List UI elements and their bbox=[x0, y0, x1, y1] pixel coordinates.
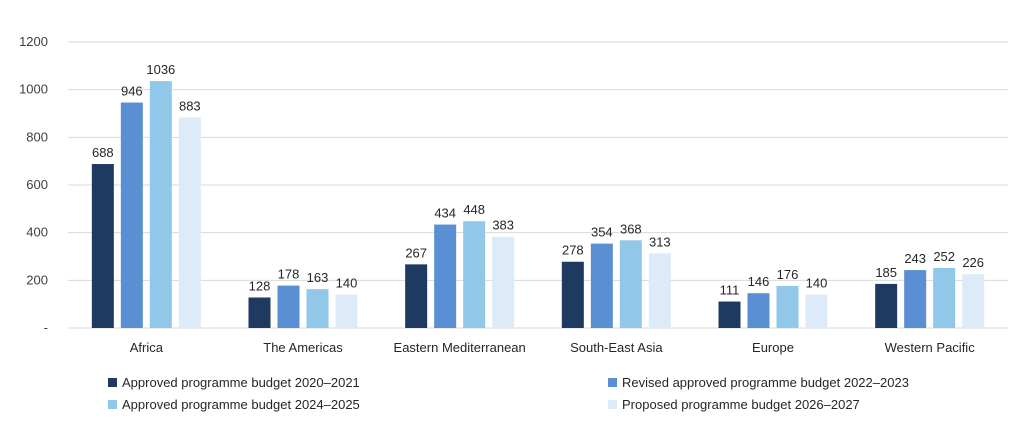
bar bbox=[91, 164, 114, 328]
bar bbox=[434, 224, 457, 328]
data-label: 434 bbox=[434, 206, 456, 221]
category-label: The Americas bbox=[263, 340, 343, 355]
bar bbox=[277, 285, 300, 328]
bar bbox=[904, 270, 927, 328]
bar bbox=[405, 264, 428, 328]
bar bbox=[875, 283, 898, 328]
bar bbox=[619, 240, 642, 328]
bar bbox=[776, 286, 799, 328]
data-label: 383 bbox=[492, 218, 514, 233]
bar bbox=[492, 236, 515, 328]
data-label: 178 bbox=[278, 267, 300, 282]
bar bbox=[463, 221, 486, 328]
bar bbox=[306, 289, 329, 328]
bar bbox=[962, 274, 985, 328]
data-label: 140 bbox=[336, 276, 358, 291]
data-label: 278 bbox=[562, 243, 584, 258]
data-label: 252 bbox=[933, 249, 955, 264]
category-label: Europe bbox=[752, 340, 794, 355]
bar bbox=[178, 117, 201, 328]
gridlines bbox=[68, 41, 1008, 329]
bar bbox=[248, 297, 271, 328]
data-label: 226 bbox=[962, 255, 984, 270]
bar bbox=[149, 81, 172, 328]
data-label: 883 bbox=[179, 99, 201, 114]
bar bbox=[718, 301, 741, 328]
data-label: 146 bbox=[748, 274, 770, 289]
data-label: 1036 bbox=[146, 62, 175, 77]
bar bbox=[590, 243, 613, 328]
bar bbox=[933, 267, 956, 328]
bar bbox=[747, 293, 770, 328]
category-label: South-East Asia bbox=[570, 340, 663, 355]
y-axis-tick-labels: - 200 400 600 800 1000 1200 bbox=[19, 34, 48, 335]
category-label: Western Pacific bbox=[885, 340, 976, 355]
bar bbox=[561, 261, 584, 328]
data-label: 140 bbox=[806, 276, 828, 291]
data-label: 313 bbox=[649, 234, 671, 249]
y-tick-label: 400 bbox=[26, 225, 48, 240]
bars bbox=[91, 81, 985, 328]
y-tick-label: 600 bbox=[26, 177, 48, 192]
category-labels: Africa The Americas Eastern Mediterranean S… bbox=[130, 340, 975, 355]
data-label: 128 bbox=[249, 278, 271, 293]
data-label: 368 bbox=[620, 221, 642, 236]
data-label: 176 bbox=[777, 267, 799, 282]
y-tick-label: 800 bbox=[26, 129, 48, 144]
data-label: 946 bbox=[121, 84, 143, 99]
y-tick-label: 1200 bbox=[19, 34, 48, 49]
data-label: 354 bbox=[591, 225, 613, 240]
category-label: Africa bbox=[130, 340, 164, 355]
category-label: Eastern Mediterranean bbox=[394, 340, 526, 355]
data-label: 111 bbox=[720, 283, 740, 298]
y-tick-label: - bbox=[44, 320, 48, 335]
bar bbox=[648, 253, 671, 328]
data-label: 688 bbox=[92, 145, 114, 160]
y-tick-label: 200 bbox=[26, 272, 48, 287]
bar bbox=[805, 294, 828, 328]
data-label: 163 bbox=[307, 270, 329, 285]
bar bbox=[120, 102, 143, 328]
y-tick-label: 1000 bbox=[19, 82, 48, 97]
data-label: 243 bbox=[904, 251, 926, 266]
data-label: 185 bbox=[875, 265, 897, 280]
data-label: 448 bbox=[463, 202, 485, 217]
bar bbox=[335, 294, 358, 328]
data-label: 267 bbox=[405, 245, 427, 260]
